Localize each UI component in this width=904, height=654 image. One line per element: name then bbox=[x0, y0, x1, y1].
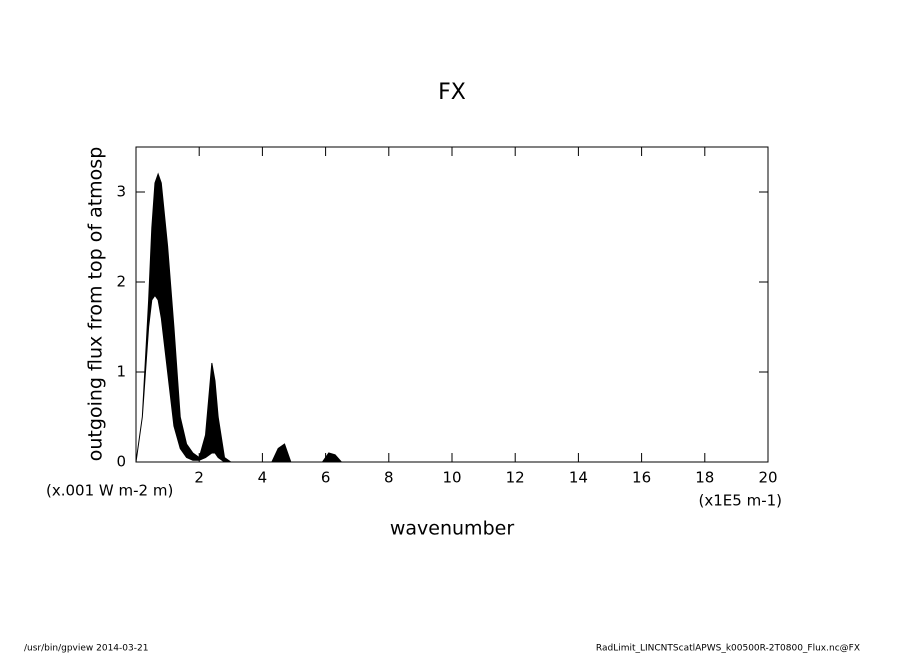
x-tick-label: 14 bbox=[569, 469, 588, 487]
y-tick-label: 1 bbox=[116, 363, 126, 381]
flux-band bbox=[135, 172, 768, 463]
y-tick-label: 3 bbox=[116, 183, 126, 201]
y-tick-label: 2 bbox=[116, 273, 126, 291]
x-tick-label: 12 bbox=[506, 469, 525, 487]
x-axis-units: (x1E5 m-1) bbox=[699, 492, 782, 510]
x-tick-label: 20 bbox=[758, 469, 777, 487]
y-tick-label: 0 bbox=[116, 453, 126, 471]
x-tick-label: 2 bbox=[194, 469, 204, 487]
x-tick-label: 6 bbox=[321, 469, 331, 487]
x-tick-label: 18 bbox=[695, 469, 714, 487]
footer-left: /usr/bin/gpview 2014-03-21 bbox=[24, 644, 148, 654]
x-tick-label: 8 bbox=[384, 469, 394, 487]
y-axis-label: outgoing flux from top of atmosp bbox=[85, 147, 107, 461]
x-tick-label: 10 bbox=[442, 469, 461, 487]
chart-title: FX bbox=[438, 80, 466, 105]
x-tick-label: 16 bbox=[632, 469, 651, 487]
footer-right: RadLimit_LINCNTScatlAPWS_k00500R-2T0800_… bbox=[596, 644, 860, 654]
y-axis-units: (x.001 W m-2 m) bbox=[46, 482, 173, 500]
x-tick-label: 4 bbox=[258, 469, 268, 487]
x-axis-label: wavenumber bbox=[390, 518, 514, 540]
